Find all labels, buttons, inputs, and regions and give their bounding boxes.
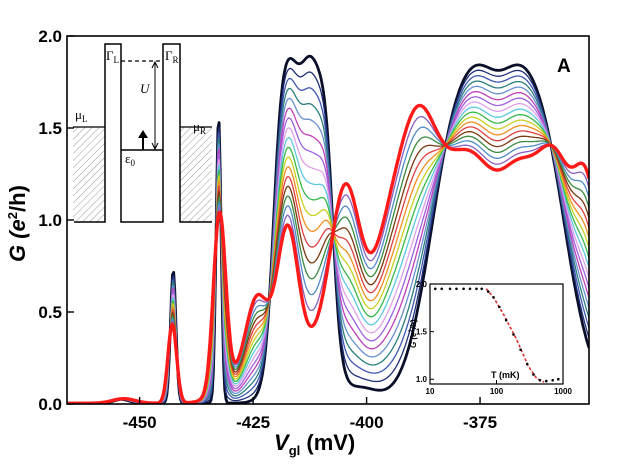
- inset-data-point: [486, 290, 490, 293]
- mu-left-label: μL: [75, 107, 87, 124]
- inset-data-points: [434, 287, 560, 383]
- inset-data-point: [545, 379, 548, 383]
- y-tick-label: 1.5: [38, 119, 62, 138]
- highest-temperature-curve: [67, 103, 589, 404]
- inset-x-axis-title: T (mK): [491, 370, 520, 380]
- y-tick-label: 0.5: [38, 303, 62, 322]
- inset-data-point: [525, 362, 529, 366]
- x-axis-ticks: -450 -425 -400 -375: [123, 397, 497, 432]
- inset-y-axis-title: G (e2/h): [409, 319, 418, 348]
- charging-energy-label: U: [140, 81, 151, 96]
- inset-data-point: [504, 318, 508, 322]
- inset-y-tick-label: 2.0: [416, 280, 428, 289]
- left-lead-hatch: [73, 127, 105, 222]
- inset-data-point: [480, 287, 484, 291]
- inset-x-tick-label: 100: [490, 387, 504, 396]
- gamma-left-label: ΓL: [106, 48, 119, 65]
- y-axis-title: G (e2/h): [5, 185, 30, 262]
- charging-energy-arrowheads: [151, 60, 159, 151]
- inset-data-point: [557, 377, 560, 381]
- x-tick-label: -450: [123, 413, 157, 432]
- inset-data-point: [512, 333, 515, 336]
- inset-data-point: [468, 287, 472, 291]
- y-axis-ticks: 0.0 0.5 1.0 1.5 2.0: [38, 27, 74, 414]
- y-tick-label: 2.0: [38, 27, 62, 46]
- inset-frame: [429, 283, 564, 385]
- inset-x-tick-label: 10: [426, 387, 435, 396]
- temperature-inset: 10 100 1000 1.0 1.5 2.0 T (mK) G (e2/h): [409, 280, 572, 396]
- mu-right-label: μR: [193, 119, 206, 136]
- inset-data-point: [538, 378, 542, 382]
- inset-data-point: [532, 373, 535, 376]
- inset-data-point: [551, 378, 554, 382]
- inset-y-tick-label: 1.0: [416, 375, 428, 384]
- inset-x-tick-label: 1000: [554, 387, 572, 396]
- inset-data-point: [498, 305, 501, 309]
- dot-potential-profile: [74, 43, 212, 223]
- inset-data-point: [448, 287, 452, 291]
- panel-label: A: [557, 56, 571, 77]
- inset-data-point: [455, 287, 458, 291]
- level-energy-label: ε0: [125, 151, 135, 168]
- inset-data-point: [475, 287, 478, 291]
- inset-data-point: [492, 296, 495, 299]
- inset-data-point: [434, 287, 437, 291]
- x-tick-label: -375: [463, 413, 497, 432]
- inset-y-tick-label: 1.5: [416, 328, 428, 337]
- inset-data-point: [519, 348, 522, 352]
- quantum-dot-schematic: ΓL ΓR U ε0 μL μR: [73, 43, 212, 223]
- inset-data-point: [440, 287, 444, 291]
- right-lead-hatch: [180, 127, 212, 222]
- inset-data-point: [462, 287, 465, 291]
- x-axis-title: Vgl (mV): [274, 430, 355, 458]
- y-tick-label: 1.0: [38, 211, 62, 230]
- inset-ticks: 10 100 1000 1.0 1.5 2.0: [416, 280, 573, 396]
- spin-up-arrowhead: [138, 130, 148, 138]
- x-tick-label: -400: [350, 413, 384, 432]
- y-tick-label: 0.0: [38, 395, 62, 414]
- gamma-right-label: ΓR: [165, 48, 179, 65]
- x-tick-label: -425: [236, 413, 270, 432]
